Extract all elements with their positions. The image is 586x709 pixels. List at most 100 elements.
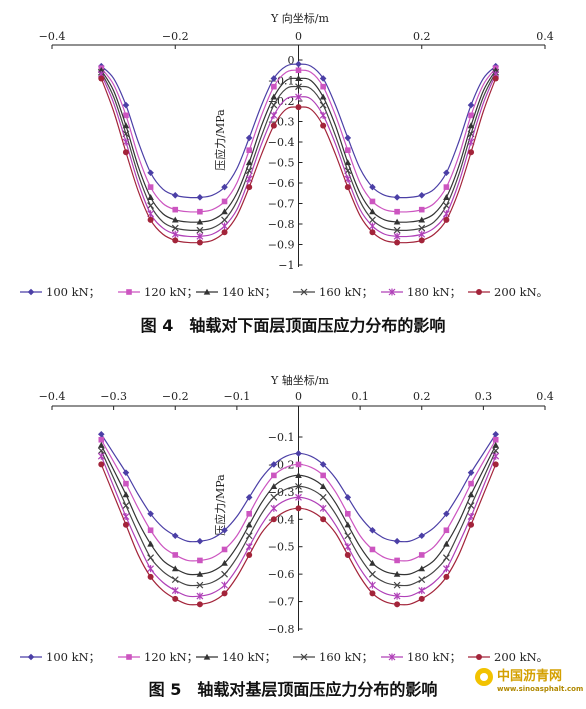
- data-point: [270, 75, 278, 82]
- data-point: [147, 510, 154, 518]
- data-point: [295, 493, 302, 501]
- y-axis-title: 压应力/MPa: [213, 474, 227, 536]
- legend-marker: [388, 288, 396, 296]
- data-point: [369, 590, 376, 597]
- legend-marker: [126, 289, 132, 295]
- data-point: [418, 576, 426, 584]
- data-point: [221, 546, 228, 553]
- legend-label: 120 kN；: [144, 650, 198, 664]
- data-point: [393, 537, 401, 545]
- data-point: [492, 436, 499, 443]
- figure-caption: 图 4 轴载对下面层顶面压应力分布的影响: [141, 316, 446, 335]
- legend-entry: 200 kN。: [468, 285, 548, 299]
- data-point: [344, 521, 352, 528]
- data-point: [418, 216, 426, 223]
- data-point: [344, 184, 351, 191]
- data-point: [196, 194, 204, 201]
- x-tick-label: −0.1: [224, 390, 251, 403]
- y-tick-label: −0.9: [268, 239, 295, 252]
- data-point: [221, 229, 228, 236]
- y-tick-label: −0.2: [268, 458, 295, 471]
- data-point: [369, 183, 376, 191]
- data-point: [172, 206, 179, 213]
- data-point: [221, 222, 228, 230]
- data-point: [246, 511, 252, 517]
- data-point: [319, 493, 327, 501]
- data-point: [320, 516, 327, 523]
- legend-entry: 100 kN；: [20, 285, 100, 299]
- data-point: [394, 601, 401, 608]
- data-point: [270, 493, 278, 501]
- series-200kN: [98, 75, 499, 246]
- data-point: [196, 581, 204, 589]
- chart-figure-5: Y 轴坐标/m 压应力/MPa 图 5 轴载对基层顶面压应力分布的影响 −0.4…: [20, 373, 554, 699]
- data-point: [221, 559, 228, 566]
- legend-label: 180 kN；: [407, 285, 461, 299]
- data-point: [171, 224, 179, 232]
- data-point: [245, 494, 253, 501]
- data-point: [369, 546, 376, 553]
- data-point: [246, 147, 252, 153]
- data-point: [295, 104, 302, 111]
- data-point: [344, 532, 352, 540]
- x-tick-label: 0.4: [536, 390, 554, 403]
- data-point: [123, 480, 129, 487]
- y-tick-label: −0.5: [268, 157, 295, 170]
- data-point: [468, 149, 475, 156]
- y-tick-label: −0.8: [268, 218, 295, 231]
- legend-label: 100 kN；: [46, 650, 100, 664]
- legend-label: 200 kN。: [494, 285, 548, 299]
- legend-marker: [300, 288, 308, 296]
- data-point: [245, 521, 253, 528]
- data-point: [418, 552, 425, 558]
- legend-label: 140 kN；: [222, 650, 276, 664]
- data-point: [369, 229, 376, 236]
- data-point: [319, 93, 327, 100]
- data-point: [344, 551, 351, 558]
- data-point: [171, 565, 179, 572]
- data-point: [270, 483, 278, 489]
- data-point: [369, 208, 376, 215]
- data-point: [196, 226, 204, 234]
- data-point: [320, 122, 327, 129]
- legend-marker: [27, 288, 35, 296]
- data-point: [147, 184, 154, 190]
- legend-marker: [388, 653, 396, 661]
- data-point: [467, 491, 475, 498]
- data-point: [147, 216, 154, 223]
- data-point: [443, 527, 450, 534]
- data-point: [172, 595, 179, 602]
- legend-entry: 180 kN；: [381, 650, 461, 664]
- x-tick-label: −0.4: [39, 390, 66, 403]
- data-point: [271, 83, 277, 90]
- data-point: [443, 184, 450, 190]
- data-point: [147, 540, 154, 547]
- legend-label: 180 kN；: [407, 650, 461, 664]
- data-point: [196, 239, 203, 246]
- x-tick-label: −0.3: [100, 390, 127, 403]
- data-point: [393, 232, 401, 240]
- data-point: [443, 169, 450, 177]
- data-point: [196, 232, 204, 240]
- data-point: [295, 472, 302, 478]
- data-point: [171, 192, 179, 199]
- data-point: [492, 75, 499, 82]
- data-point: [98, 436, 105, 443]
- x-tick-label: −0.2: [162, 30, 189, 43]
- watermark: 中国沥青网 www.sinoasphalt.com: [475, 668, 583, 693]
- data-point: [492, 430, 499, 438]
- data-point: [418, 192, 426, 199]
- data-point: [221, 581, 228, 589]
- data-point: [369, 216, 376, 224]
- legend-marker: [126, 654, 132, 660]
- legend-marker: [203, 288, 211, 295]
- legend-label: 160 kN；: [319, 650, 373, 664]
- data-point: [221, 198, 228, 205]
- legend-entry: 160 kN；: [293, 650, 373, 664]
- data-point: [394, 239, 401, 246]
- series-160kN: [97, 447, 500, 589]
- legend-label: 140 kN；: [222, 285, 276, 299]
- legend-entry: 120 kN；: [118, 650, 198, 664]
- x-tick-label: −0.2: [162, 390, 189, 403]
